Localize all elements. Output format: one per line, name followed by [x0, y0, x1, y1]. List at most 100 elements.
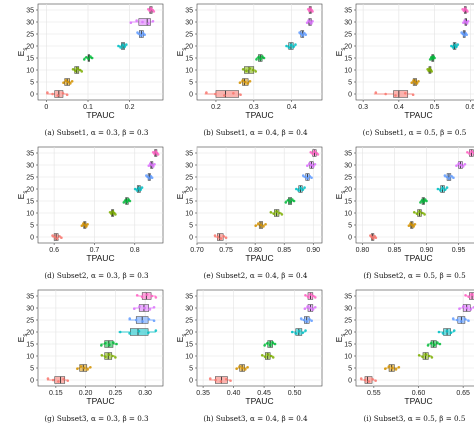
data-point	[457, 162, 460, 165]
box-element	[269, 209, 284, 217]
y-tick-label: 10	[344, 68, 352, 75]
data-point	[46, 91, 49, 94]
data-point	[128, 332, 131, 335]
box-element	[135, 292, 158, 300]
y-axis-label: Es	[16, 48, 29, 57]
data-point	[303, 186, 306, 189]
data-point	[367, 380, 371, 383]
data-point	[452, 329, 456, 332]
data-point	[316, 153, 320, 156]
x-tick-label: 0.80	[248, 247, 262, 254]
box-element	[455, 161, 467, 169]
data-point	[268, 343, 272, 347]
data-point	[115, 342, 118, 346]
data-point	[311, 308, 315, 311]
data-point	[313, 150, 316, 153]
plot-area	[196, 3, 323, 101]
data-point	[458, 307, 461, 311]
data-point	[224, 378, 228, 381]
data-point	[104, 342, 107, 345]
data-point	[310, 319, 313, 323]
x-tick-label: 0.80	[356, 247, 370, 254]
data-point	[259, 223, 263, 227]
data-point	[288, 200, 292, 203]
data-point	[87, 57, 90, 60]
box-element	[62, 78, 74, 86]
data-point	[310, 176, 313, 179]
box-element	[426, 340, 442, 348]
data-point	[112, 341, 115, 344]
data-point	[459, 163, 463, 167]
data-point	[438, 342, 442, 346]
box-element	[129, 18, 155, 26]
data-point	[417, 354, 421, 357]
data-point	[147, 331, 150, 335]
y-axis-label: Es	[175, 191, 188, 200]
x-tick-label: 0.2	[211, 104, 221, 111]
data-point	[297, 189, 300, 192]
data-point	[427, 69, 431, 72]
box-element	[76, 364, 92, 372]
data-point	[57, 380, 60, 383]
data-point	[433, 56, 436, 60]
data-point	[76, 367, 79, 371]
y-tick-label: 35	[26, 294, 34, 301]
data-point	[278, 211, 281, 215]
box-element	[147, 161, 156, 169]
y-tick-label: 15	[344, 56, 352, 63]
y-tick-label: 5	[348, 223, 352, 230]
data-point	[448, 177, 451, 180]
y-tick-label: 15	[344, 342, 352, 349]
data-point	[412, 225, 415, 228]
data-point	[424, 353, 428, 356]
data-point	[156, 153, 160, 156]
chart-panel: 0 5 10 15 20 25 30 35 0.15 0.20 0.25 0.30 TPAUC Es (g)…	[16, 289, 164, 423]
data-point	[456, 43, 460, 46]
data-point	[297, 330, 301, 333]
data-point	[154, 329, 158, 332]
panel-caption: (d) Subset2, α = 0.3, β = 0.3	[44, 271, 149, 280]
data-point	[86, 223, 89, 226]
data-point	[255, 58, 258, 61]
data-point	[469, 308, 473, 311]
data-point	[85, 225, 88, 228]
box-element	[145, 173, 154, 181]
panel-caption: (e) Subset2, α = 0.4, β = 0.4	[204, 271, 308, 280]
data-point	[387, 365, 391, 368]
data-point	[58, 235, 61, 238]
data-point	[143, 306, 146, 310]
data-point	[121, 44, 124, 47]
data-point	[148, 308, 152, 311]
data-point	[111, 354, 114, 358]
y-tick-label: 15	[185, 199, 193, 206]
data-point	[308, 162, 311, 165]
data-point	[417, 80, 420, 83]
data-point	[74, 69, 77, 72]
x-tick-label: 0.15	[49, 390, 63, 397]
data-point	[141, 320, 144, 323]
data-point	[123, 45, 126, 48]
x-tick-label: 0.90	[420, 247, 434, 254]
data-point	[85, 56, 88, 59]
panel-caption: (h) Subset3, α = 0.4, β = 0.4	[203, 414, 308, 423]
data-point	[139, 188, 142, 191]
data-point	[243, 368, 247, 371]
data-point	[214, 92, 217, 96]
data-point	[137, 330, 141, 333]
y-axis-label: Es	[175, 48, 188, 57]
y-tick-label: 15	[185, 56, 193, 63]
data-point	[466, 10, 469, 13]
x-tick-label: 0.35	[196, 390, 210, 397]
data-point	[241, 79, 244, 82]
data-point	[136, 31, 139, 34]
data-point	[114, 356, 117, 359]
data-point	[301, 34, 305, 37]
box-element	[290, 328, 307, 336]
data-point	[272, 212, 276, 215]
data-point	[79, 365, 83, 368]
box-element	[204, 90, 242, 98]
data-point	[53, 235, 57, 239]
y-axis-label: Es	[334, 191, 347, 200]
data-point	[238, 365, 241, 368]
box-iqr	[54, 376, 66, 384]
